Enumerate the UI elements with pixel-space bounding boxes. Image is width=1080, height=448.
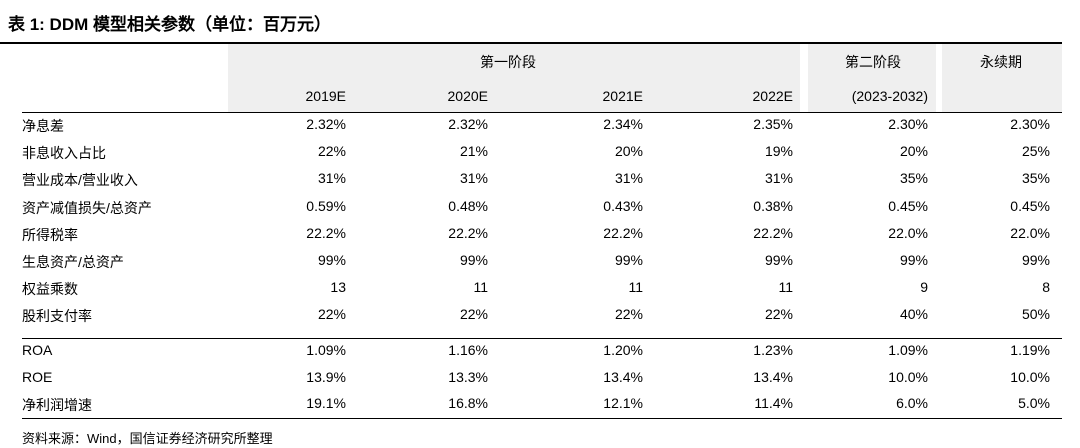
cell: 40% (899, 306, 928, 323)
cell: 1.09% (306, 342, 346, 358)
cell: 0.59% (306, 197, 346, 214)
cell: 1.09% (888, 342, 928, 358)
cell: 22.2% (603, 224, 643, 241)
row-label: 生息资产/总资产 (22, 254, 124, 270)
cell: 2.30% (1010, 116, 1050, 132)
header-bg (228, 44, 800, 112)
cell: 22.2% (448, 224, 488, 241)
cell: 19% (764, 143, 793, 160)
cell: 9 (920, 279, 928, 296)
cell: 13.3% (448, 368, 488, 385)
cell: 31% (614, 170, 643, 187)
cell: 13.9% (306, 368, 346, 385)
cell: 10.0% (1010, 368, 1050, 385)
cell: 1.20% (603, 342, 643, 358)
cell: 35% (1021, 170, 1050, 187)
rule (22, 338, 1062, 339)
cell: 2.32% (448, 116, 488, 132)
cell: 16.8% (448, 395, 488, 411)
group-header: 第一阶段 (480, 54, 536, 70)
cell: 10.0% (888, 368, 928, 385)
row-label: 非息收入占比 (22, 145, 106, 162)
rule (0, 42, 1062, 44)
cell: 31% (459, 170, 488, 187)
cell: 99% (1021, 252, 1050, 268)
cell: 22.0% (1010, 224, 1050, 241)
cell: 13.4% (753, 368, 793, 385)
source-note: 资料来源：Wind，国信证券经济研究所整理 (22, 431, 273, 446)
cell: 2.34% (603, 116, 643, 132)
group-header: 第二阶段 (845, 54, 901, 70)
cell: 2.30% (888, 116, 928, 132)
cell: 35% (899, 170, 928, 187)
cell: 31% (764, 170, 793, 187)
cell: 1.16% (448, 342, 488, 358)
cell: 0.45% (888, 197, 928, 214)
cell: 8 (1042, 279, 1050, 296)
cell: 50% (1021, 306, 1050, 323)
cell: 99% (614, 252, 643, 268)
cell: 0.43% (603, 197, 643, 214)
column-header: 2019E (305, 88, 346, 104)
row-label: 权益乘数 (22, 281, 78, 298)
cell: 22.2% (753, 224, 793, 241)
row-label: 净利润增速 (22, 397, 92, 413)
cell: 19.1% (306, 395, 346, 411)
cell: 22.0% (888, 224, 928, 241)
cell: 12.1% (603, 395, 643, 411)
rule (22, 112, 1062, 113)
row-label: 营业成本/营业收入 (22, 172, 138, 189)
cell: 2.35% (753, 116, 793, 132)
row-label: ROA (22, 342, 53, 358)
column-header: (2023-2032) (851, 88, 928, 104)
group-header: 永续期 (980, 54, 1022, 70)
row-label: 股利支付率 (22, 308, 92, 325)
cell: 11 (473, 279, 488, 296)
cell: 2.32% (306, 116, 346, 132)
cell: 21% (459, 143, 488, 160)
title: 表 1: DDM 模型相关参数（单位：百万元） (8, 15, 331, 34)
column-header: 2020E (447, 88, 488, 104)
cell: 25% (1021, 143, 1050, 160)
cell: 31% (317, 170, 346, 187)
cell: 0.38% (753, 197, 793, 214)
cell: 99% (764, 252, 793, 268)
cell: 1.23% (753, 342, 793, 358)
cell: 99% (899, 252, 928, 268)
cell: 0.48% (448, 197, 488, 214)
cell: 22% (317, 143, 346, 160)
row-label: 净息差 (22, 118, 64, 134)
cell: 99% (317, 252, 346, 268)
cell: 13.4% (603, 368, 643, 385)
cell: 22.2% (306, 224, 346, 241)
cell: 6.0% (896, 395, 928, 411)
rule (22, 418, 1062, 419)
row-label: 所得税率 (22, 226, 78, 243)
column-header: 2021E (602, 88, 643, 104)
cell: 0.45% (1010, 197, 1050, 214)
cell: 11.4% (754, 395, 793, 411)
header-bg (942, 44, 1062, 112)
column-header: 2022E (752, 88, 793, 104)
cell: 20% (614, 143, 643, 160)
cell: 5.0% (1018, 395, 1050, 411)
cell: 22% (764, 306, 793, 323)
cell: 22% (317, 306, 346, 323)
cell: 99% (459, 252, 488, 268)
row-label: 资产减值损失/总资产 (22, 199, 152, 216)
cell: 22% (614, 306, 643, 323)
cell: 20% (899, 143, 928, 160)
cell: 11 (628, 279, 643, 296)
header-bg (808, 44, 936, 112)
row-label: ROE (22, 368, 53, 385)
cell: 1.19% (1010, 342, 1050, 358)
cell: 13 (330, 279, 346, 296)
cell: 11 (778, 279, 793, 296)
cell: 22% (459, 306, 488, 323)
